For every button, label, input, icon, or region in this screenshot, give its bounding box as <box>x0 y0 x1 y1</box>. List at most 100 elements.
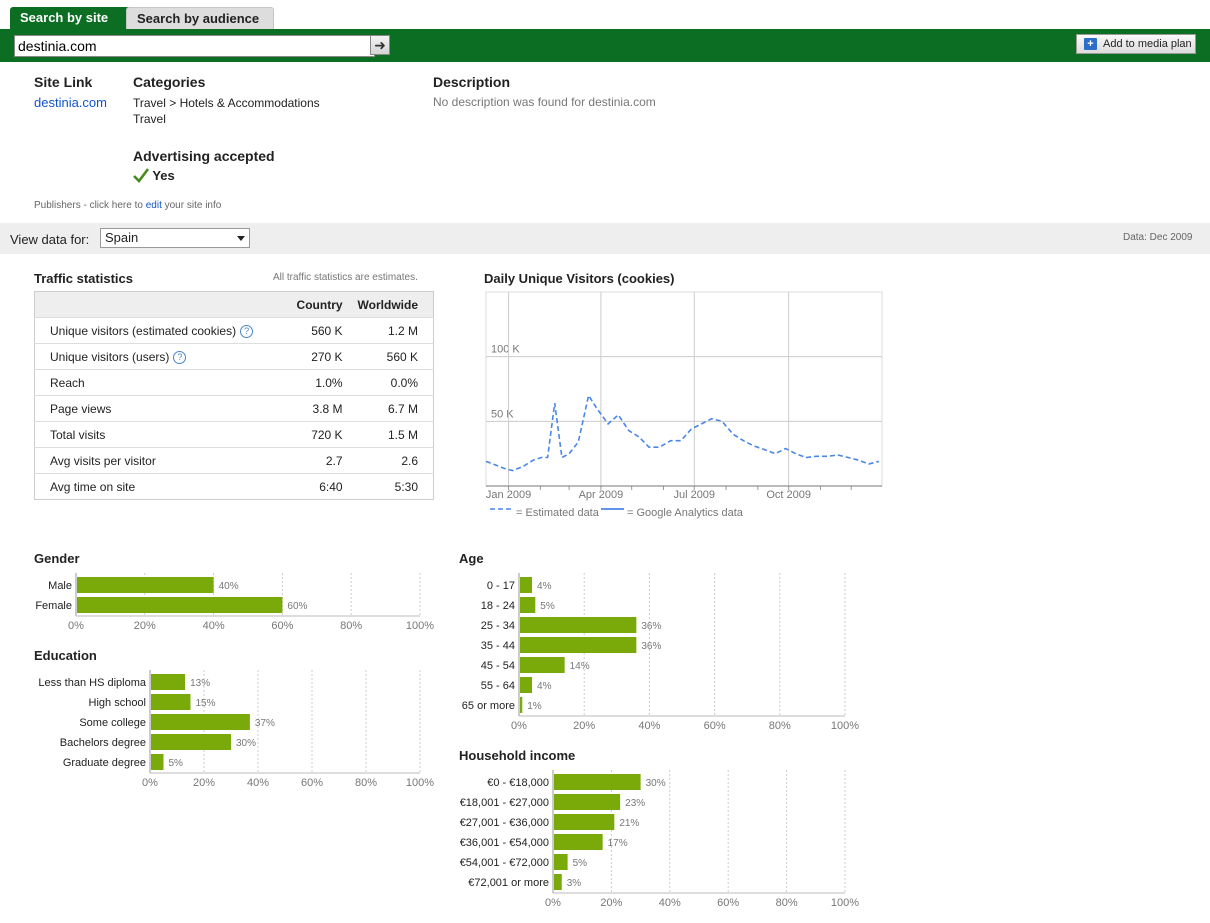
row-label-text: Avg visits per visitor <box>50 453 156 468</box>
bar <box>520 657 565 673</box>
row-label: Unique visitors (estimated cookies)? <box>34 317 273 344</box>
advertising-heading: Advertising accepted <box>133 148 275 164</box>
category-label: 35 - 44 <box>481 640 515 652</box>
table-row: Avg visits per visitor 2.7 2.6 <box>34 447 434 474</box>
description-text: No description was found for destinia.co… <box>433 95 656 109</box>
table-row: Total visits 720 K 1.5 M <box>34 421 434 448</box>
category-item: Travel <box>133 112 166 126</box>
data-label: 5% <box>573 858 588 869</box>
data-label: 5% <box>540 601 555 612</box>
bar <box>520 577 533 593</box>
data-label: 4% <box>537 581 552 592</box>
bar <box>520 697 523 713</box>
country-value: 3.8 M <box>272 395 358 422</box>
daily-visitors-chart: 50 K 100 K Jan 2009 Apr 2009 Jul 2009 Oct 200… <box>485 291 883 519</box>
add-to-media-plan-button[interactable]: + Add to media plan <box>1076 34 1196 54</box>
x-tick-label: Oct 2009 <box>766 489 811 501</box>
traffic-table: Country Worldwide Unique visitors (estim… <box>34 291 434 500</box>
category-item: Travel > Hotels & Accommodations <box>133 96 320 110</box>
x-tick-label: 80% <box>776 897 798 909</box>
bar <box>151 754 164 770</box>
row-label-text: Total visits <box>50 427 106 442</box>
table-row: Avg time on site 6:40 5:30 <box>34 473 434 500</box>
row-label: Avg visits per visitor <box>34 447 273 474</box>
country-select-value: Spain <box>105 230 139 245</box>
education-title: Education <box>34 648 97 663</box>
category-label: €54,001 - €72,000 <box>460 857 549 869</box>
bar <box>520 677 533 693</box>
bar <box>77 597 283 613</box>
advertising-status: Yes <box>133 167 175 183</box>
x-tick-label: 0% <box>545 897 561 909</box>
publishers-note: Publishers - click here to edit your sit… <box>34 200 221 211</box>
data-label: 30% <box>646 778 666 789</box>
country-select[interactable]: Spain <box>100 228 250 248</box>
bar <box>554 814 615 830</box>
country-value: 6:40 <box>272 473 358 500</box>
data-label: 17% <box>608 838 628 849</box>
help-icon[interactable]: ? <box>173 350 187 364</box>
age-chart: 0% 20% 40% 60% 80% 100% 0 - 17 4% 18 - 24 5% 25 - … <box>462 573 859 732</box>
traffic-heading: Traffic statistics <box>34 271 133 286</box>
category-label: €72,001 or more <box>468 877 549 889</box>
age-title: Age <box>459 551 484 566</box>
y-tick-label: 100 K <box>491 344 520 356</box>
bar <box>554 874 562 890</box>
data-label: 30% <box>236 738 256 749</box>
edit-link[interactable]: edit <box>145 200 162 211</box>
tab-search-by-audience[interactable]: Search by audience <box>126 7 274 29</box>
chevron-down-icon <box>237 236 245 241</box>
bar <box>151 714 250 730</box>
tab-search-by-site[interactable]: Search by site <box>10 7 131 29</box>
description-heading: Description <box>433 74 511 90</box>
row-label: Total visits <box>34 421 273 448</box>
data-label: 36% <box>641 621 661 632</box>
category-label: Bachelors degree <box>60 737 146 749</box>
data-date: Data: Dec 2009 <box>1123 232 1193 243</box>
data-label: 37% <box>255 718 275 729</box>
category-label: 0 - 17 <box>487 580 515 592</box>
worldwide-value: 6.7 M <box>357 395 434 422</box>
arrow-right-icon: ➜ <box>374 37 386 53</box>
category-label: 65 or more <box>462 700 515 712</box>
plot-area <box>485 291 883 487</box>
x-tick-label: 0% <box>511 720 527 732</box>
x-tick-label: 20% <box>193 777 215 789</box>
row-label: Page views <box>34 395 273 422</box>
data-label: 1% <box>527 701 542 712</box>
bar <box>520 597 536 613</box>
x-tick-label: 80% <box>355 777 377 789</box>
row-label-text: Unique visitors (estimated cookies) <box>50 323 237 338</box>
country-value: 2.7 <box>272 447 358 474</box>
data-label: 15% <box>196 698 216 709</box>
country-value: 1.0% <box>272 369 358 396</box>
bar <box>520 637 637 653</box>
go-button[interactable]: ➜ <box>370 35 390 55</box>
data-label: 21% <box>619 818 639 829</box>
x-tick-label: 40% <box>203 620 225 632</box>
x-tick-label: 0% <box>142 777 158 789</box>
site-link[interactable]: destinia.com <box>34 95 107 110</box>
data-label: 4% <box>537 681 552 692</box>
bar <box>554 794 621 810</box>
category-label: €0 - €18,000 <box>487 777 549 789</box>
country-value: 720 K <box>272 421 358 448</box>
site-search-input[interactable] <box>14 35 375 57</box>
data-label: 40% <box>219 581 239 592</box>
x-tick-label: 60% <box>271 620 293 632</box>
x-tick-label: 100% <box>406 777 434 789</box>
x-tick-label: 100% <box>831 720 859 732</box>
table-header: Country <box>272 291 358 318</box>
country-value: 270 K <box>272 343 358 370</box>
x-tick-label: 0% <box>68 620 84 632</box>
x-tick-label: 20% <box>573 720 595 732</box>
income-chart: 0% 20% 40% 60% 80% 100% €0 - €18,000 30% €18,001… <box>460 770 859 909</box>
line-chart-title: Daily Unique Visitors (cookies) <box>484 271 675 286</box>
bar <box>151 734 231 750</box>
row-label: Avg time on site <box>34 473 273 500</box>
help-icon[interactable]: ? <box>240 324 254 338</box>
data-label: 23% <box>625 798 645 809</box>
category-label: Some college <box>79 717 146 729</box>
x-tick-label: 80% <box>769 720 791 732</box>
x-tick-label: 100% <box>831 897 859 909</box>
